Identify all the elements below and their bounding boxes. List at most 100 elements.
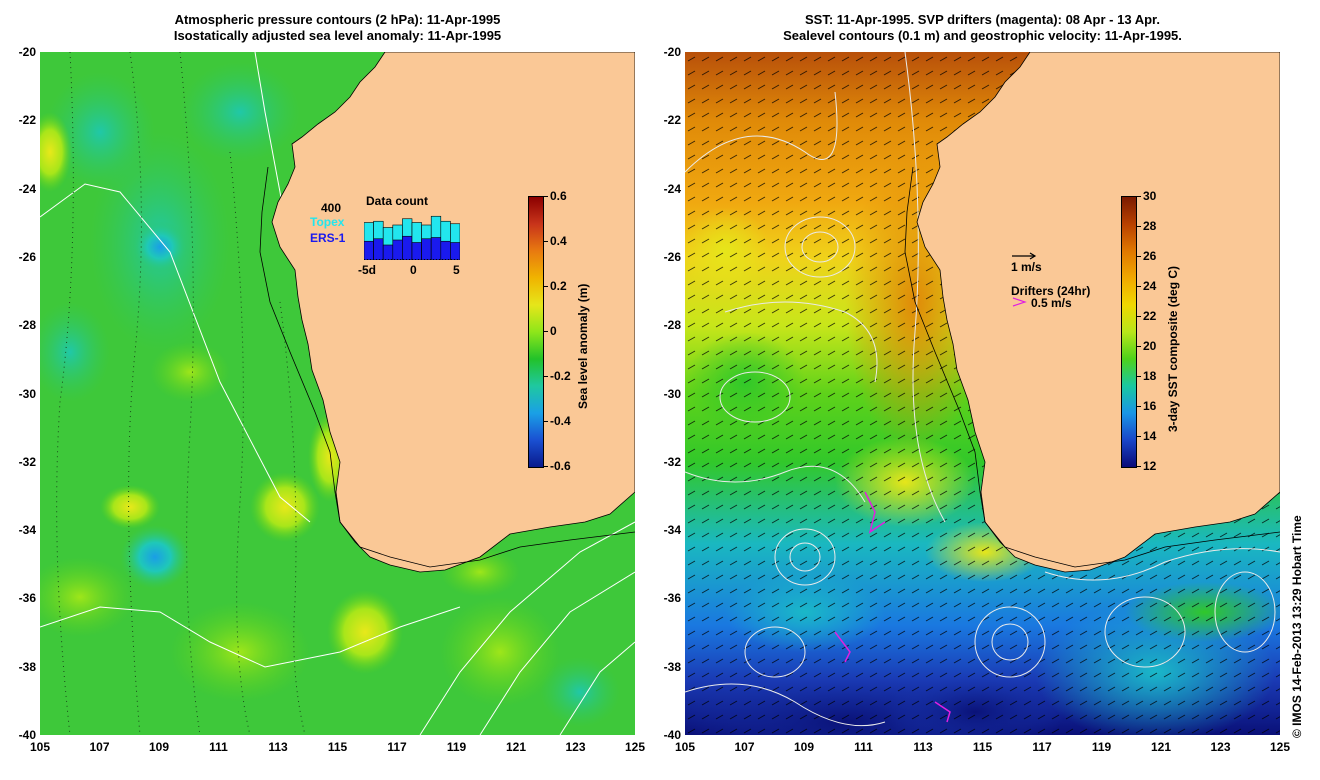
- sst-colorbar-tick-mark: [1136, 226, 1141, 227]
- sea-level-colorbar-tick-label: 0.4: [550, 234, 567, 248]
- left-lat-tick: -36: [18, 591, 36, 606]
- right-lon-tick: 125: [1269, 740, 1291, 754]
- sea-level-colorbar-label: Sea level anomaly (m): [576, 283, 590, 409]
- sst-colorbar-tick-mark: [1136, 256, 1141, 257]
- left-lon-tick: 109: [148, 740, 170, 754]
- sst-colorbar-tick-label: 20: [1143, 339, 1157, 353]
- left-lat-tick: -20: [18, 45, 36, 59]
- sst-colorbar-tick-mark: [1136, 316, 1141, 317]
- right-lon-tick: 121: [1150, 740, 1172, 754]
- left-title-line2: Isostatically adjusted sea level anomaly…: [173, 28, 502, 43]
- right-lon-tick: 111: [854, 740, 873, 754]
- drifter-legend-arrow: [1012, 297, 1027, 307]
- left-lon-tick: 123: [565, 740, 586, 754]
- sst-colorbar-tick-label: 14: [1143, 429, 1157, 443]
- left-title-line1: Atmospheric pressure contours (2 hPa): 1…: [174, 12, 501, 27]
- bathymetry-contour: [259, 166, 635, 568]
- left-lat-tick: -22: [18, 113, 36, 128]
- left-lon-tick: 107: [89, 740, 110, 754]
- inset-xtick-2: 5: [453, 263, 460, 277]
- left-lat-tick: -38: [18, 659, 36, 674]
- right-lat-tick: -20: [663, 45, 681, 59]
- sst-colorbar-tick-mark: [1136, 406, 1141, 407]
- right-title-line2: Sealevel contours (0.1 m) and geostrophi…: [783, 28, 1182, 43]
- sea-level-colorbar-tick-mark: [543, 286, 548, 287]
- inset-title: Data count: [366, 194, 429, 208]
- left-lon-tick: 115: [327, 740, 348, 754]
- right-lat-tick: -28: [663, 318, 681, 333]
- inset-xtick-0: -5d: [358, 263, 376, 277]
- sst-colorbar-tick-mark: [1136, 346, 1141, 347]
- ers-count-bar: [450, 242, 460, 260]
- right-lat-tick: -26: [663, 249, 681, 264]
- sea-level-colorbar-tick-mark: [543, 241, 548, 242]
- australia-land: [271, 52, 635, 573]
- ers-count-bar: [402, 235, 413, 260]
- right-lon-tick: 107: [734, 740, 755, 754]
- inset-legend-ers: ERS-1: [310, 231, 346, 245]
- sst-colorbar-tick-label: 30: [1143, 189, 1157, 203]
- sst-colorbar-tick-mark: [1136, 376, 1141, 377]
- right-lon-tick: 119: [1091, 740, 1112, 754]
- left-lat-tick: -28: [18, 318, 36, 333]
- right-lat-tick: -38: [663, 659, 681, 674]
- ers-count-bar: [382, 244, 394, 260]
- sea-level-colorbar-tick-label: -0.2: [550, 369, 571, 383]
- australia-land: [916, 52, 1280, 573]
- inset-xtick-1: 0: [410, 263, 417, 277]
- drifter-tracks: [834, 491, 951, 723]
- drifter-legend-speed: 0.5 m/s: [1031, 296, 1072, 310]
- left-lat-tick: -40: [18, 728, 36, 742]
- sst-colorbar-label: 3-day SST composite (deg C): [1166, 265, 1180, 432]
- sea-level-map: [40, 52, 635, 735]
- inset-count-label: 400: [321, 201, 342, 215]
- left-lon-tick: 119: [446, 740, 467, 754]
- sea-level-colorbar-tick-mark: [543, 376, 548, 377]
- sea-level-colorbar-tick-label: -0.4: [550, 414, 571, 428]
- sst-colorbar-tick-mark: [1136, 196, 1141, 197]
- left-lat-tick: -30: [18, 386, 36, 401]
- ers-count-bar: [421, 238, 432, 260]
- sst-colorbar-tick-label: 28: [1143, 219, 1157, 233]
- left-lon-tick: 111: [209, 740, 228, 754]
- left-lon-tick: 125: [624, 740, 646, 754]
- right-lon-tick: 115: [972, 740, 993, 754]
- right-lat-tick: -34: [663, 523, 681, 538]
- pressure-dotted-contours: [56, 52, 306, 735]
- right-lat-tick: -32: [663, 454, 681, 469]
- right-lon-tick: 109: [793, 740, 815, 754]
- scale-arrow: [1012, 252, 1037, 260]
- right-lon-tick: 105: [674, 740, 696, 754]
- left-lat-tick: -32: [18, 454, 36, 469]
- sst-colorbar-tick-mark: [1136, 466, 1141, 467]
- right-lat-tick: -24: [663, 181, 681, 196]
- sea-level-colorbar-tick-label: 0.2: [550, 279, 567, 293]
- credit-text: © IMOS 14-Feb-2013 13:29 Hobart Time: [1290, 515, 1304, 738]
- left-lat-tick: -34: [18, 523, 36, 538]
- left-lat-tick: -24: [18, 181, 36, 196]
- left-lat-tick: -26: [18, 249, 36, 264]
- ers-count-bar: [364, 240, 374, 260]
- sea-level-colorbar: [528, 196, 544, 468]
- right-lat-tick: -36: [663, 591, 681, 606]
- sea-level-colorbar-tick-label: 0.6: [550, 189, 567, 203]
- sea-level-colorbar-tick-mark: [543, 421, 548, 422]
- sea-level-colorbar-tick-mark: [543, 331, 548, 332]
- inset-legend-topex: Topex: [310, 215, 345, 229]
- left-lon-tick: 117: [387, 740, 407, 754]
- left-lon-tick: 121: [505, 740, 527, 754]
- sea-level-colorbar-tick-mark: [543, 196, 548, 197]
- bathymetry-contour: [904, 166, 1280, 568]
- sst-colorbar-tick-label: 16: [1143, 399, 1157, 413]
- sst-colorbar: [1121, 196, 1137, 468]
- sst-colorbar-tick-mark: [1136, 286, 1141, 287]
- ers-count-bar: [373, 238, 384, 260]
- ers-count-bar: [440, 240, 451, 260]
- sst-colorbar-tick-label: 12: [1143, 459, 1157, 473]
- sst-colorbar-tick-label: 24: [1143, 279, 1157, 293]
- drifter-legend-title: Drifters (24hr): [1011, 284, 1091, 298]
- right-lat-tick: -40: [663, 728, 681, 742]
- left-lon-tick: 105: [29, 740, 51, 754]
- sea-level-colorbar-tick-label: 0: [550, 324, 557, 338]
- right-lat-tick: -22: [663, 113, 681, 128]
